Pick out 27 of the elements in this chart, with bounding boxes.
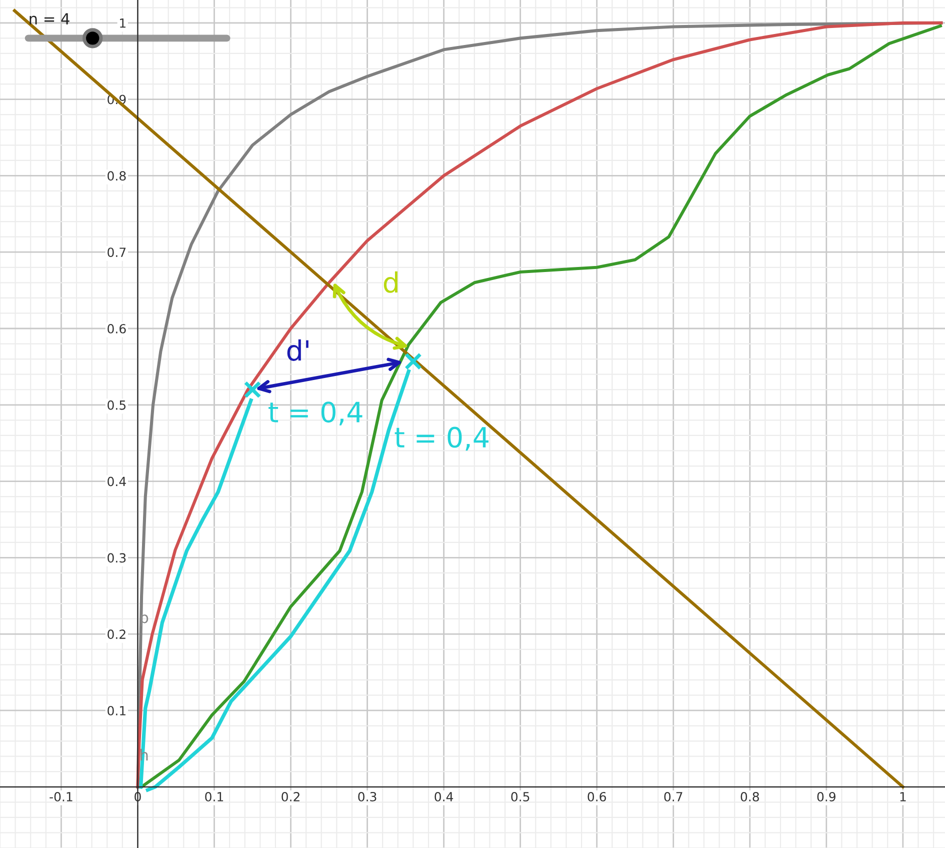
y-tick-label: 0.8 <box>108 171 126 181</box>
y-tick-label: 0.1 <box>108 706 126 716</box>
line-series <box>138 398 253 789</box>
annotation: n = 4 <box>30 13 70 24</box>
annotation: t = 0,4 <box>394 426 489 451</box>
x-tick-label: 1 <box>900 792 906 802</box>
x-tick-label: 0.7 <box>664 792 682 802</box>
x-tick-label: 0.6 <box>588 792 606 802</box>
x-tick-label: 0.5 <box>511 792 530 802</box>
y-tick-label: 1 <box>120 18 126 28</box>
y-tick-label: 0.2 <box>108 630 126 640</box>
annotation: t = 0,4 <box>268 402 362 426</box>
x-tick-label: 0.3 <box>358 792 376 802</box>
x-tick-label: 0.1 <box>205 792 224 802</box>
annotation: h <box>140 748 148 761</box>
x-tick-label: 0.2 <box>282 792 300 802</box>
y-tick-label: 0.7 <box>108 248 126 258</box>
annotation: d <box>384 271 398 293</box>
x-tick-label: 0.9 <box>817 792 836 802</box>
x-tick-label: 0.8 <box>740 792 759 802</box>
x-tick-label: 0.4 <box>434 792 454 802</box>
annotation: d' <box>287 339 308 361</box>
y-tick-label: 0.3 <box>108 553 126 563</box>
y-tick-label: 0.6 <box>108 324 126 334</box>
y-tick-label: 0.5 <box>108 400 126 410</box>
y-tick-label: 0.4 <box>108 476 126 486</box>
x-tick-label: -0.1 <box>50 792 72 802</box>
